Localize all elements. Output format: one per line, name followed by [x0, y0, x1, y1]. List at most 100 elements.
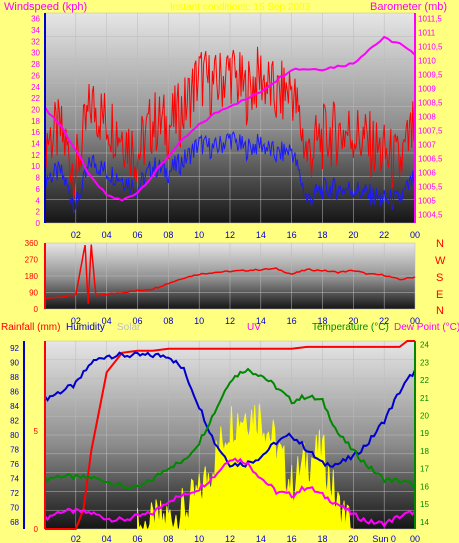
x-tick-label: 08 — [163, 230, 173, 240]
x-tick-label: 10 — [194, 534, 204, 543]
y-right-tick-label: 1011,5 — [418, 15, 442, 24]
compass-n-bottom: N — [436, 305, 444, 317]
x-tick-label: 06 — [132, 534, 142, 543]
panel2-series — [44, 244, 416, 304]
y-left-tick-label: 180 — [25, 272, 39, 281]
y-left-tick-label: 90 — [29, 289, 38, 298]
x-tick-label: 18 — [317, 316, 327, 326]
temp-tick-label: 14 — [420, 518, 429, 527]
panel2-tick-labels: 0 90 180 270 360 02 04 06 08 10 12 14 16 18 20 22 00 — [25, 239, 420, 326]
compass-labels: N W S E N — [435, 238, 446, 317]
x-tick-label: 10 — [194, 316, 204, 326]
panel2-series-line — [44, 244, 416, 304]
y-left-tick-label: 8 — [36, 174, 41, 183]
humidity-tick-label: 88 — [10, 373, 19, 382]
y-left-tick-label: 2 — [36, 208, 41, 217]
x-tick-label: 20 — [348, 534, 358, 543]
x-tick-label: 04 — [102, 534, 112, 543]
x-tick-label: 12 — [225, 230, 235, 240]
humidity-tick-label: 92 — [10, 344, 19, 353]
panel3-series — [44, 340, 416, 531]
x-tick-label: 00 — [410, 534, 420, 543]
panel3-title-humidity: Humidity — [66, 322, 105, 333]
humidity-tick-label: 90 — [10, 359, 19, 368]
x-tick-label: 02 — [71, 316, 81, 326]
compass-w: W — [435, 255, 446, 267]
y-right-tick-label: 1009 — [418, 85, 436, 94]
panel1-series-line — [44, 35, 416, 202]
panel3-title-temperature: Temperature (°C) — [312, 322, 389, 333]
y-left-tick-label: 32 — [31, 37, 40, 46]
x-tick-label: 04 — [102, 230, 112, 240]
x-tick-label: 14 — [256, 534, 266, 543]
y-right-tick-label: 1008,5 — [418, 99, 443, 108]
x-tick-label: 16 — [287, 230, 297, 240]
y-right-tick-label: 1010 — [418, 57, 436, 66]
x-tick-label: 00 — [410, 316, 420, 326]
x-tick-label: 02 — [71, 534, 81, 543]
rainfall-tick-label: 5 — [34, 427, 39, 436]
humidity-tick-label: 70 — [10, 503, 19, 512]
humidity-tick-label: 68 — [10, 518, 19, 527]
y-left-tick-label: 34 — [31, 26, 40, 35]
y-left-tick-label: 0 — [36, 219, 41, 228]
panel1-series-line — [44, 130, 416, 214]
y-left-tick-label: 0 — [34, 305, 39, 314]
panel-rain-humidity-temp: 68 70 72 74 76 78 80 82 84 86 88 90 92 0 5 14 15 16 17 18 19… — [1, 322, 459, 543]
temp-tick-label: 22 — [420, 376, 429, 385]
compass-n-top: N — [436, 238, 444, 250]
compass-s: S — [436, 272, 443, 284]
x-tick-label: 14 — [256, 230, 266, 240]
y-left-tick-label: 6 — [36, 185, 41, 194]
y-right-tick-label: 1008 — [418, 113, 436, 122]
panel3-title-solar: Solar — [117, 322, 141, 333]
panel3-series-line — [44, 351, 416, 468]
y-right-tick-label: 1007,5 — [418, 127, 443, 136]
rainfall-tick-label: 0 — [34, 525, 39, 534]
y-right-tick-label: 1005 — [418, 197, 436, 206]
y-left-tick-label: 26 — [31, 71, 40, 80]
humidity-tick-label: 82 — [10, 417, 19, 426]
humidity-tick-label: 86 — [10, 388, 19, 397]
x-tick-label: 18 — [317, 230, 327, 240]
panel-wind-barometer: 0246810121416182022242628303234361004,51… — [4, 1, 447, 240]
x-tick-label: 04 — [102, 316, 112, 326]
y-right-tick-label: 1011 — [418, 29, 436, 38]
panel3-series-line — [44, 457, 416, 529]
x-tick-label: 16 — [287, 316, 297, 326]
panel3-tick-labels: 68 70 72 74 76 78 80 82 84 86 88 90 92 0 5 14 15 16 17 18 19… — [10, 341, 429, 543]
temp-tick-label: 17 — [420, 465, 429, 474]
y-left-tick-label: 10 — [31, 162, 40, 171]
x-tick-label: Sun 0 — [372, 534, 396, 543]
x-tick-label: 00 — [410, 230, 420, 240]
panel2-grid — [44, 242, 416, 310]
compass-e: E — [436, 289, 443, 301]
temp-tick-label: 20 — [420, 411, 429, 420]
temp-tick-label: 23 — [420, 358, 429, 367]
panel1-left-title: Windspeed (kph) — [4, 1, 87, 13]
panel1-right-title: Barometer (mb) — [370, 1, 447, 13]
y-left-tick-label: 36 — [31, 15, 40, 24]
x-tick-label: 08 — [163, 534, 173, 543]
panel1-series — [44, 35, 416, 214]
y-left-tick-label: 18 — [31, 117, 40, 126]
x-tick-label: 20 — [348, 316, 358, 326]
x-tick-label: 06 — [132, 230, 142, 240]
x-tick-label: 14 — [256, 316, 266, 326]
x-tick-label: 16 — [287, 534, 297, 543]
x-tick-label: 12 — [225, 316, 235, 326]
x-tick-label: 20 — [348, 230, 358, 240]
humidity-tick-label: 78 — [10, 445, 19, 454]
y-right-tick-label: 1005,5 — [418, 183, 443, 192]
humidity-tick-label: 74 — [10, 474, 19, 483]
x-tick-label: 08 — [163, 316, 173, 326]
y-left-tick-label: 24 — [31, 83, 40, 92]
temp-tick-label: 18 — [420, 447, 429, 456]
panel3-title-dewpoint: Dew Point (°C) — [394, 322, 459, 333]
panel1-tick-labels: 0246810121416182022242628303234361004,51… — [31, 15, 443, 240]
y-left-tick-label: 28 — [31, 60, 40, 69]
y-left-tick-label: 30 — [31, 49, 40, 58]
x-tick-label: 18 — [317, 534, 327, 543]
x-tick-label: 22 — [379, 316, 389, 326]
